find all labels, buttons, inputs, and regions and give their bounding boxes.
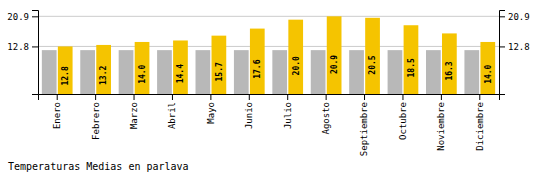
tick-mark	[249, 94, 250, 100]
bar	[272, 50, 287, 94]
tick-label: Marzo	[129, 102, 139, 129]
y2-axis: 12.8 20.9	[499, 11, 530, 95]
bar	[327, 16, 342, 94]
tick-mark	[499, 46, 505, 47]
axis-line	[500, 11, 506, 95]
tick-label: Julio	[283, 102, 293, 129]
data-label: 16.3	[445, 61, 454, 80]
data-label: 20.0	[292, 56, 301, 75]
data-label: 20.5	[368, 55, 377, 74]
bar	[349, 50, 364, 94]
bar	[311, 50, 326, 94]
tick-label: Agosto	[321, 102, 331, 135]
data-label: 18.5	[407, 58, 416, 77]
bar	[173, 40, 188, 94]
tick-label: Mayo	[206, 102, 216, 124]
x-tick: Noviembre	[436, 94, 446, 151]
bar	[212, 36, 227, 94]
x-tick: Abril	[167, 94, 177, 129]
tick-label: Octubre	[398, 102, 408, 140]
plot: 12.8 13.2 14.0 14.4 15.7 17.6 20.0 20.9 20.5 18.5…	[7, 11, 529, 157]
x-tick: Octubre	[398, 94, 408, 140]
tick-mark	[134, 94, 135, 100]
tick-label: Abril	[167, 102, 177, 129]
y-tick: 12.8	[7, 42, 38, 52]
tick-mark	[364, 94, 365, 100]
bar	[119, 50, 134, 94]
data-label: 13.2	[99, 66, 108, 85]
bar	[365, 18, 380, 94]
x-tick: Agosto	[321, 94, 331, 135]
bar	[388, 50, 403, 94]
bars	[42, 16, 495, 94]
bar	[135, 42, 150, 94]
x-tick: Junio	[244, 94, 254, 129]
tick-mark	[441, 94, 442, 100]
tick-mark	[57, 94, 58, 100]
axis-line	[39, 95, 500, 101]
bar	[404, 25, 419, 94]
x-tick: Julio	[283, 94, 293, 129]
bar	[96, 45, 111, 94]
tick-label: Septiembre	[359, 102, 369, 156]
bar	[157, 50, 172, 94]
tick-label: Noviembre	[436, 102, 446, 151]
data-label: 14.0	[484, 64, 493, 83]
bar	[442, 33, 457, 94]
series	[58, 16, 495, 94]
data-label: 14.4	[176, 64, 185, 83]
bar	[288, 20, 303, 94]
data-label: 20.9	[330, 55, 339, 74]
tick-label: Febrero	[91, 102, 101, 140]
tick-label: Enero	[52, 102, 62, 129]
data-labels: 12.8 13.2 14.0 14.4 15.7 17.6 20.0 20.9 20.5 18.5…	[61, 55, 493, 86]
tick-mark	[32, 16, 38, 17]
data-label: 15.7	[215, 62, 224, 81]
bar	[80, 50, 95, 94]
tick-label: Diciembre	[475, 102, 485, 151]
chart: 12.8 13.2 14.0 14.4 15.7 17.6 20.0 20.9 20.5 18.5…	[0, 0, 537, 174]
grid	[38, 16, 499, 46]
x-tick: Febrero	[91, 94, 101, 140]
data-label: 17.6	[253, 59, 262, 78]
tick-label: 20.9	[7, 12, 29, 22]
tick-mark	[172, 94, 173, 100]
tick-mark	[95, 94, 96, 100]
bar	[58, 46, 73, 94]
y-axis: 12.8 20.9	[7, 11, 38, 95]
tick-mark	[499, 16, 505, 17]
data-label: 14.0	[138, 64, 147, 83]
tick-label: Junio	[244, 102, 254, 129]
title: Temperaturas Medias en parlava	[8, 161, 189, 172]
tick-mark	[402, 94, 403, 100]
tick-label: 12.8	[7, 42, 29, 52]
bar	[196, 50, 211, 94]
tick-label: 20.9	[508, 12, 530, 22]
tick-mark	[479, 94, 480, 100]
bar	[464, 50, 479, 94]
tick-mark	[326, 94, 327, 100]
x-tick: Diciembre	[475, 94, 485, 151]
bar	[234, 50, 249, 94]
x-axis: Enero Febrero Marzo Abril Mayo Junio Julio Agos…	[39, 94, 500, 156]
x-tick: Septiembre	[359, 94, 369, 156]
bar	[480, 42, 495, 94]
x-tick: Mayo	[206, 94, 216, 124]
grid-line	[38, 16, 499, 17]
axis-line	[32, 11, 39, 95]
y2-tick: 12.8	[499, 42, 530, 52]
tick-mark	[210, 94, 211, 100]
bar	[250, 29, 265, 94]
x-tick: Enero	[52, 94, 62, 129]
tick-mark	[287, 94, 288, 100]
data-label: 12.8	[61, 66, 70, 85]
bar	[42, 50, 57, 94]
tick-mark	[32, 46, 38, 47]
bar	[426, 50, 441, 94]
y2-tick: 20.9	[499, 12, 530, 22]
tick-label: 12.8	[508, 42, 530, 52]
x-tick: Marzo	[129, 94, 139, 129]
y-tick: 20.9	[7, 12, 38, 22]
